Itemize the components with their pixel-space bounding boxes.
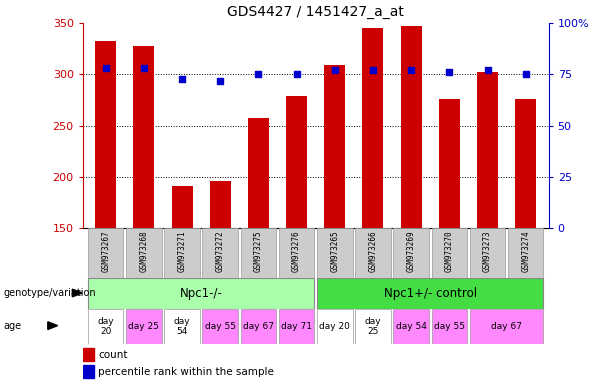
Point (254, 71, 264, 78)
Text: Npc1-/-: Npc1-/- (180, 287, 223, 300)
Text: count: count (98, 349, 128, 359)
Point (177, 75, 187, 81)
Point (482, 67, 492, 73)
Text: day
54: day 54 (173, 317, 191, 336)
Text: day 25: day 25 (128, 322, 159, 331)
Polygon shape (48, 322, 58, 329)
Bar (126, 309, 162, 344)
Text: day 67: day 67 (491, 322, 522, 331)
Text: day 20: day 20 (319, 322, 350, 331)
Text: Npc1+/- control: Npc1+/- control (384, 287, 477, 300)
Bar (324, 65, 345, 228)
Bar (317, 228, 352, 278)
Point (215, 78, 225, 84)
Bar (279, 309, 314, 344)
Bar (515, 99, 536, 228)
Text: genotype/variation: genotype/variation (3, 288, 96, 298)
Point (101, 65, 110, 71)
Bar (164, 309, 200, 344)
Bar (134, 46, 154, 228)
Bar (202, 309, 238, 344)
Bar (470, 309, 544, 344)
Bar (210, 181, 230, 228)
Point (330, 67, 340, 73)
Point (368, 67, 378, 73)
Text: GSM973266: GSM973266 (368, 230, 378, 271)
Bar (164, 228, 200, 278)
Bar (286, 96, 307, 228)
Bar (401, 26, 422, 228)
Text: day 71: day 71 (281, 322, 312, 331)
Text: day 67: day 67 (243, 322, 274, 331)
Bar (355, 228, 390, 278)
Text: GSM973273: GSM973273 (483, 230, 492, 271)
Bar (477, 72, 498, 228)
Bar (95, 40, 116, 228)
Bar (439, 99, 460, 228)
Bar (317, 309, 352, 344)
Text: day 55: day 55 (205, 322, 236, 331)
Point (521, 71, 531, 78)
Point (292, 71, 302, 78)
Text: GSM973271: GSM973271 (178, 230, 186, 271)
Text: GSM973267: GSM973267 (101, 230, 110, 271)
Polygon shape (72, 289, 82, 297)
Text: GSM973274: GSM973274 (521, 230, 530, 271)
Text: GSM973272: GSM973272 (216, 230, 225, 271)
Text: day 55: day 55 (434, 322, 465, 331)
Point (139, 65, 149, 71)
Bar (83, 365, 94, 379)
Text: percentile rank within the sample: percentile rank within the sample (98, 367, 274, 377)
Title: GDS4427 / 1451427_a_at: GDS4427 / 1451427_a_at (227, 5, 404, 19)
Bar (362, 28, 384, 228)
Bar (470, 228, 505, 278)
Bar (88, 309, 123, 344)
Text: GSM973265: GSM973265 (330, 230, 339, 271)
Text: age: age (3, 321, 21, 331)
Text: GSM973268: GSM973268 (139, 230, 148, 271)
Text: day
20: day 20 (97, 317, 114, 336)
Bar (202, 228, 238, 278)
Text: GSM973275: GSM973275 (254, 230, 263, 271)
Bar (88, 228, 123, 278)
Bar (394, 228, 429, 278)
Bar (432, 309, 467, 344)
Bar (508, 228, 544, 278)
Bar (279, 228, 314, 278)
Bar (172, 186, 192, 228)
Bar (126, 228, 162, 278)
Bar (88, 278, 314, 309)
Bar (241, 228, 276, 278)
Bar (241, 309, 276, 344)
Point (406, 67, 416, 73)
Text: GSM973276: GSM973276 (292, 230, 301, 271)
Bar (355, 309, 390, 344)
Bar (83, 348, 94, 361)
Bar (248, 118, 269, 228)
Text: day 54: day 54 (396, 322, 427, 331)
Bar (394, 309, 429, 344)
Text: GSM973270: GSM973270 (445, 230, 454, 271)
Text: day
25: day 25 (365, 317, 381, 336)
Bar (432, 228, 467, 278)
Text: GSM973269: GSM973269 (406, 230, 416, 271)
Point (444, 69, 454, 75)
Bar (317, 278, 544, 309)
